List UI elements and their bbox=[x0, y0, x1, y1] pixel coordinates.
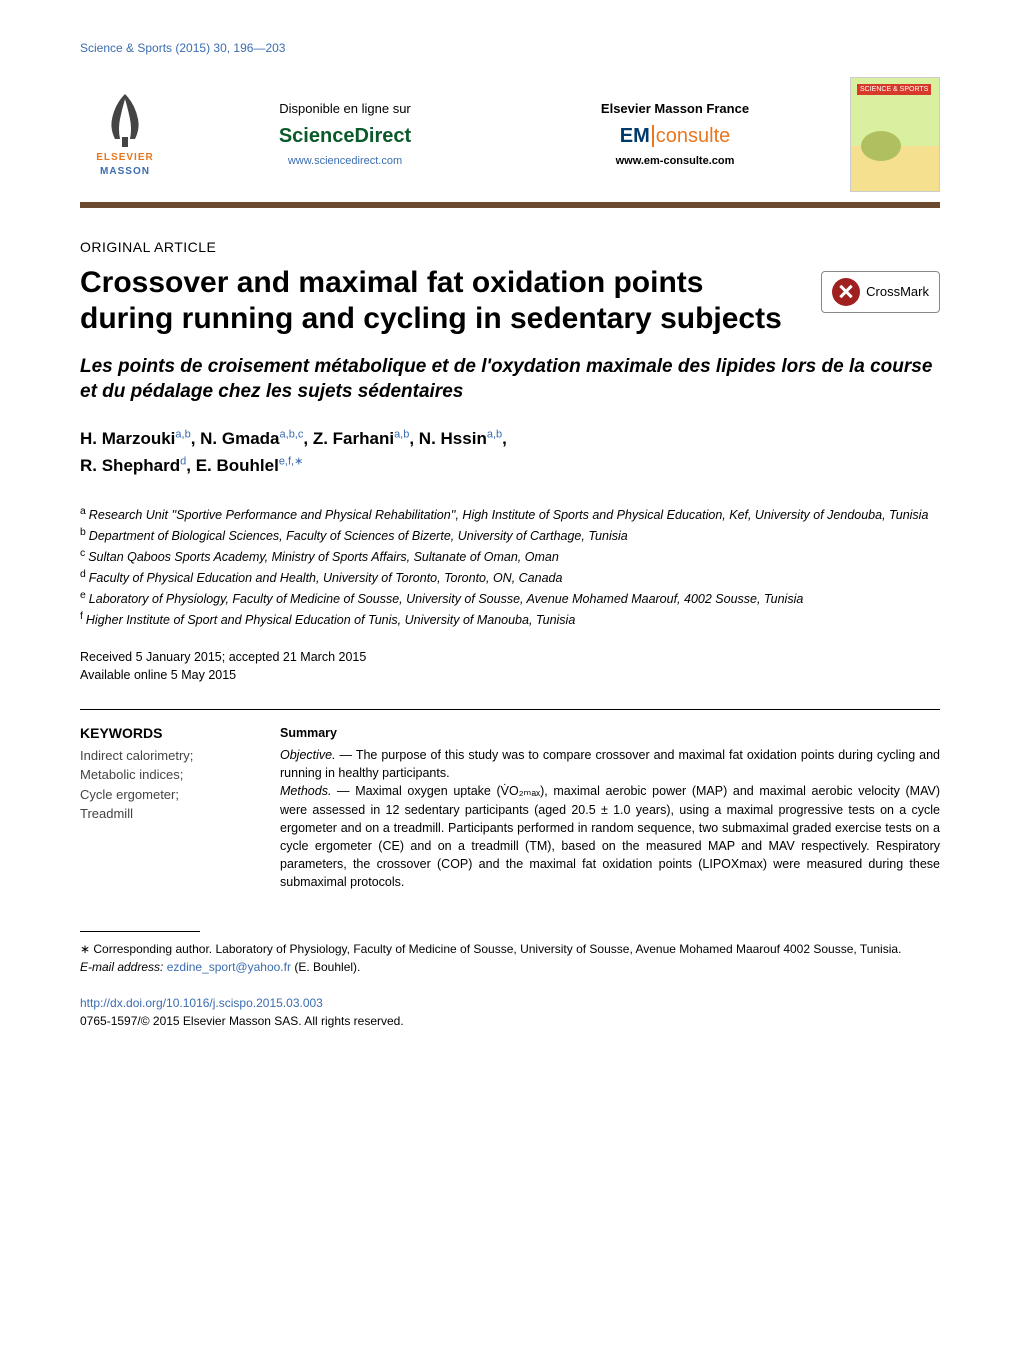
author-name: , N. Hssin bbox=[409, 429, 486, 448]
email-author-name: (E. Bouhlel). bbox=[294, 960, 360, 974]
elsevier-masson-logo: ELSEVIER MASSON bbox=[80, 79, 170, 189]
article-type: ORIGINAL ARTICLE bbox=[80, 238, 940, 258]
author-affiliation-sup: a,b,c bbox=[280, 428, 304, 440]
affiliation-item: eLaboratory of Physiology, Faculty of Me… bbox=[80, 588, 940, 609]
journal-reference: Science & Sports (2015) 30, 196—203 bbox=[80, 40, 940, 57]
logo-text-masson: MASSON bbox=[100, 165, 150, 179]
received-accepted-date: Received 5 January 2015; accepted 21 Mar… bbox=[80, 648, 940, 667]
cover-figure-icon bbox=[861, 131, 901, 161]
emconsulte-block: Elsevier Masson France EM consulte www.em… bbox=[520, 100, 830, 170]
available-online-date: Available online 5 May 2015 bbox=[80, 666, 940, 685]
corresponding-author-footnote: ∗ Corresponding author. Laboratory of Ph… bbox=[80, 940, 940, 976]
author-separator: , bbox=[502, 429, 507, 448]
emconsulte-logo: EM consulte bbox=[520, 122, 830, 150]
cover-badge-text: SCIENCE & SPORTS bbox=[857, 84, 931, 95]
online-label: Disponible en ligne sur bbox=[190, 100, 500, 118]
author-affiliation-sup: a,b bbox=[394, 428, 409, 440]
email-link[interactable]: ezdine_sport@yahoo.fr bbox=[167, 960, 291, 974]
abstract-container: KEYWORDS Indirect calorimetry; Metabolic… bbox=[80, 710, 940, 891]
doi-link[interactable]: http://dx.doi.org/10.1016/j.scispo.2015.… bbox=[80, 994, 940, 1012]
author-affiliation-sup: a,b bbox=[487, 428, 502, 440]
keywords-column: KEYWORDS Indirect calorimetry; Metabolic… bbox=[80, 710, 250, 891]
crossmark-label: CrossMark bbox=[866, 283, 929, 301]
publisher-header: ELSEVIER MASSON Disponible en ligne sur … bbox=[80, 77, 940, 208]
affiliation-item: aResearch Unit ''Sportive Performance an… bbox=[80, 504, 940, 525]
summary-objective: Objective. — The purpose of this study w… bbox=[280, 746, 940, 782]
keywords-list: Indirect calorimetry; Metabolic indices;… bbox=[80, 746, 250, 824]
journal-cover-thumbnail: SCIENCE & SPORTS bbox=[850, 77, 940, 192]
em-logo-divider bbox=[652, 125, 654, 147]
footnote-rule bbox=[80, 931, 200, 932]
title-row: Crossover and maximal fat oxidation poin… bbox=[80, 265, 940, 337]
author-affiliation-sup: a,b bbox=[175, 428, 190, 440]
logo-text-elsevier: ELSEVIER bbox=[96, 151, 153, 165]
author-affiliation-sup: e,f,∗ bbox=[279, 455, 304, 467]
sciencedirect-url[interactable]: www.sciencedirect.com bbox=[190, 154, 500, 169]
em-header: Elsevier Masson France bbox=[520, 100, 830, 118]
article-title-english: Crossover and maximal fat oxidation poin… bbox=[80, 265, 801, 337]
elsevier-tree-icon bbox=[100, 89, 150, 149]
article-dates: Received 5 January 2015; accepted 21 Mar… bbox=[80, 648, 940, 686]
author-name: , N. Gmada bbox=[191, 429, 280, 448]
affiliation-item: cSultan Qaboos Sports Academy, Ministry … bbox=[80, 546, 940, 567]
affiliation-item: dFaculty of Physical Education and Healt… bbox=[80, 567, 940, 588]
sciencedirect-logo: ScienceDirect bbox=[190, 122, 500, 150]
author-name: H. Marzouki bbox=[80, 429, 175, 448]
summary-methods: Methods. — Maximal oxygen uptake (V̇O₂ₘₐ… bbox=[280, 782, 940, 891]
summary-heading: Summary bbox=[280, 724, 940, 742]
emconsulte-url[interactable]: www.em-consulte.com bbox=[520, 154, 830, 169]
crossmark-icon bbox=[832, 278, 860, 306]
crossmark-badge[interactable]: CrossMark bbox=[821, 271, 940, 313]
affiliation-item: fHigher Institute of Sport and Physical … bbox=[80, 609, 940, 630]
author-name: , Z. Farhani bbox=[303, 429, 394, 448]
author-name: R. Shephard bbox=[80, 456, 180, 475]
affiliations-block: aResearch Unit ''Sportive Performance an… bbox=[80, 504, 940, 629]
author-name: , E. Bouhlel bbox=[186, 456, 279, 475]
email-line: E-mail address: ezdine_sport@yahoo.fr (E… bbox=[80, 958, 940, 976]
corresponding-text: ∗ Corresponding author. Laboratory of Ph… bbox=[80, 940, 940, 958]
em-logo-left: EM bbox=[620, 125, 650, 147]
summary-column: Summary Objective. — The purpose of this… bbox=[280, 710, 940, 891]
affiliation-item: bDepartment of Biological Sciences, Facu… bbox=[80, 525, 940, 546]
article-title-french: Les points de croisement métabolique et … bbox=[80, 355, 940, 404]
copyright-text: 0765-1597/© 2015 Elsevier Masson SAS. Al… bbox=[80, 1012, 940, 1030]
sciencedirect-block: Disponible en ligne sur ScienceDirect ww… bbox=[190, 100, 500, 170]
doi-block: http://dx.doi.org/10.1016/j.scispo.2015.… bbox=[80, 994, 940, 1030]
keywords-heading: KEYWORDS bbox=[80, 724, 250, 744]
authors-block: H. Marzoukia,b, N. Gmadaa,b,c, Z. Farhan… bbox=[80, 425, 940, 479]
em-logo-right: consulte bbox=[656, 125, 731, 147]
